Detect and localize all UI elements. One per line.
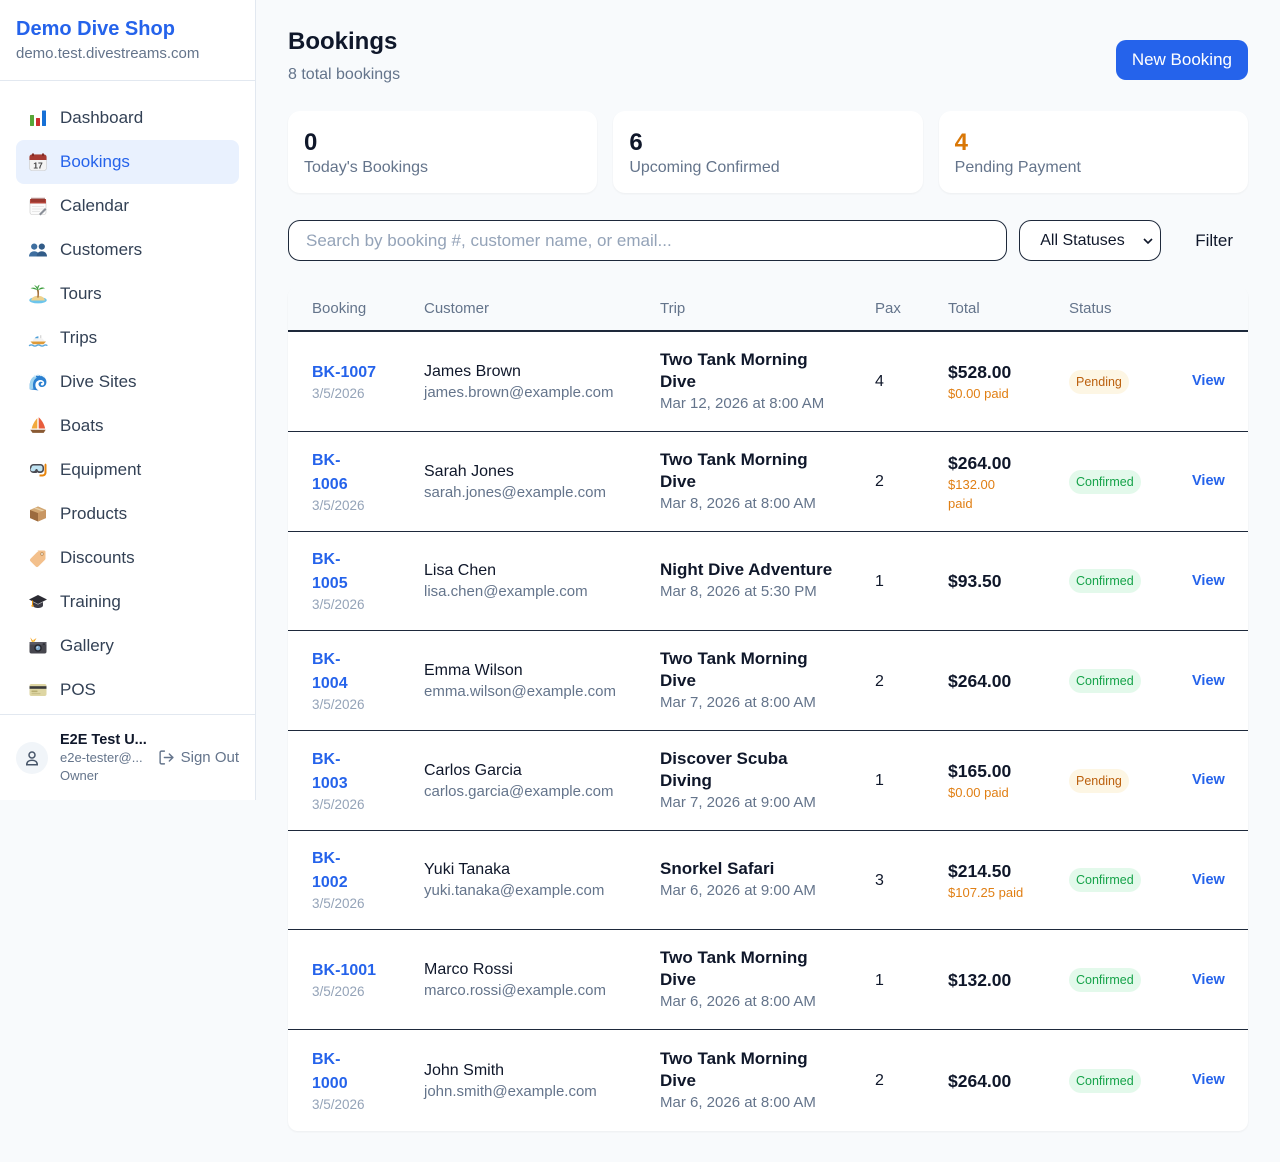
svg-text:17: 17: [33, 161, 43, 171]
